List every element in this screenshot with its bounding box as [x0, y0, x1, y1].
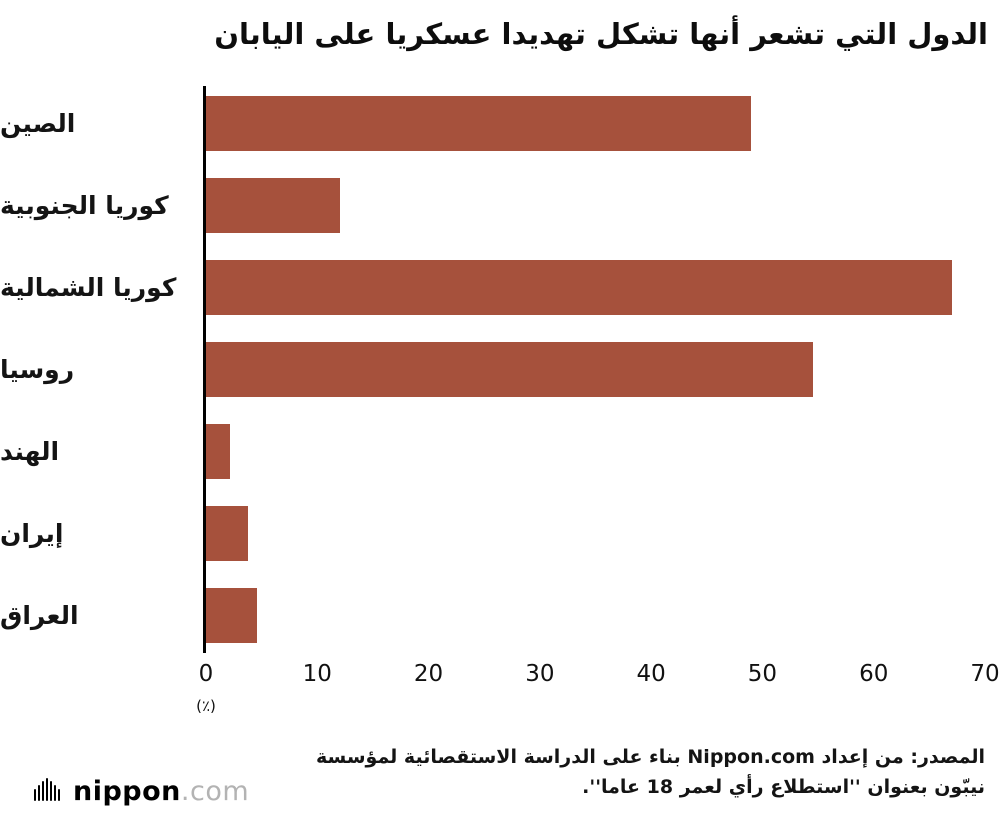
logo-domain: .com: [180, 776, 250, 807]
source-note: المصدر: من إعداد Nippon.com بناء على الد…: [316, 742, 985, 803]
bar-track: [206, 260, 985, 316]
bar-chart: الصين كوريا الجنوبية كوريا الشمالية روسيا ال…: [0, 86, 1000, 654]
bar-track: [206, 506, 985, 562]
bar: [206, 588, 258, 644]
bar-label: العراق: [0, 601, 79, 631]
bar-row: روسيا: [0, 342, 985, 398]
nippon-fan-icon: [34, 777, 64, 807]
bar: [206, 342, 813, 398]
bar-label: روسيا: [0, 355, 75, 385]
logo-name: nippon: [73, 776, 181, 807]
bar-label: كوريا الجنوبية: [0, 191, 169, 221]
bar-track: [206, 424, 985, 480]
bar-track: [206, 178, 985, 234]
bar: [206, 424, 231, 480]
x-axis-tick: 30: [525, 661, 555, 688]
bar-row: العراق: [0, 588, 985, 644]
x-axis-tick: 10: [302, 661, 332, 688]
bar-label: كوريا الشمالية: [0, 273, 177, 303]
x-axis-tick: 60: [859, 661, 889, 688]
x-axis-tick: 0: [198, 661, 214, 688]
x-axis-tick: 50: [747, 661, 778, 688]
bar-label: إيران: [0, 519, 64, 549]
bar-row: الصين: [0, 96, 985, 152]
bar-row: كوريا الجنوبية: [0, 178, 985, 234]
bar-label: الصين: [0, 109, 76, 139]
x-axis: (٪) 0 10 20 30 40 50 60 70: [196, 653, 1000, 725]
bar: [206, 506, 249, 562]
bar-row: كوريا الشمالية: [0, 260, 985, 316]
bar: [206, 260, 952, 316]
chart-title: الدول التي تشعر أنها تشكل تهديدا عسكريا …: [214, 17, 988, 51]
bar-row: إيران: [0, 506, 985, 562]
bar-row: الهند: [0, 424, 985, 480]
bar-label: الهند: [0, 437, 60, 467]
y-axis-line: [203, 86, 206, 654]
x-axis-unit-label: (٪): [196, 697, 216, 716]
source-line-1: المصدر: من إعداد Nippon.com بناء على الد…: [315, 746, 985, 768]
chart-rows: الصين كوريا الجنوبية كوريا الشمالية روسيا ال…: [0, 96, 985, 644]
bar: [206, 96, 752, 152]
bar: [206, 178, 340, 234]
bar-track: [206, 588, 985, 644]
source-line-2: نيبّون بعنوان ''استطلاع رأي لعمر 18 عاما…: [582, 776, 985, 799]
bar-track: [206, 96, 985, 152]
bar-track: [206, 342, 985, 398]
x-axis-tick: 70: [970, 661, 1000, 688]
nippon-logo: nippon.com: [34, 776, 249, 807]
x-axis-tick: 40: [636, 661, 666, 688]
x-axis-tick: 20: [413, 661, 444, 688]
